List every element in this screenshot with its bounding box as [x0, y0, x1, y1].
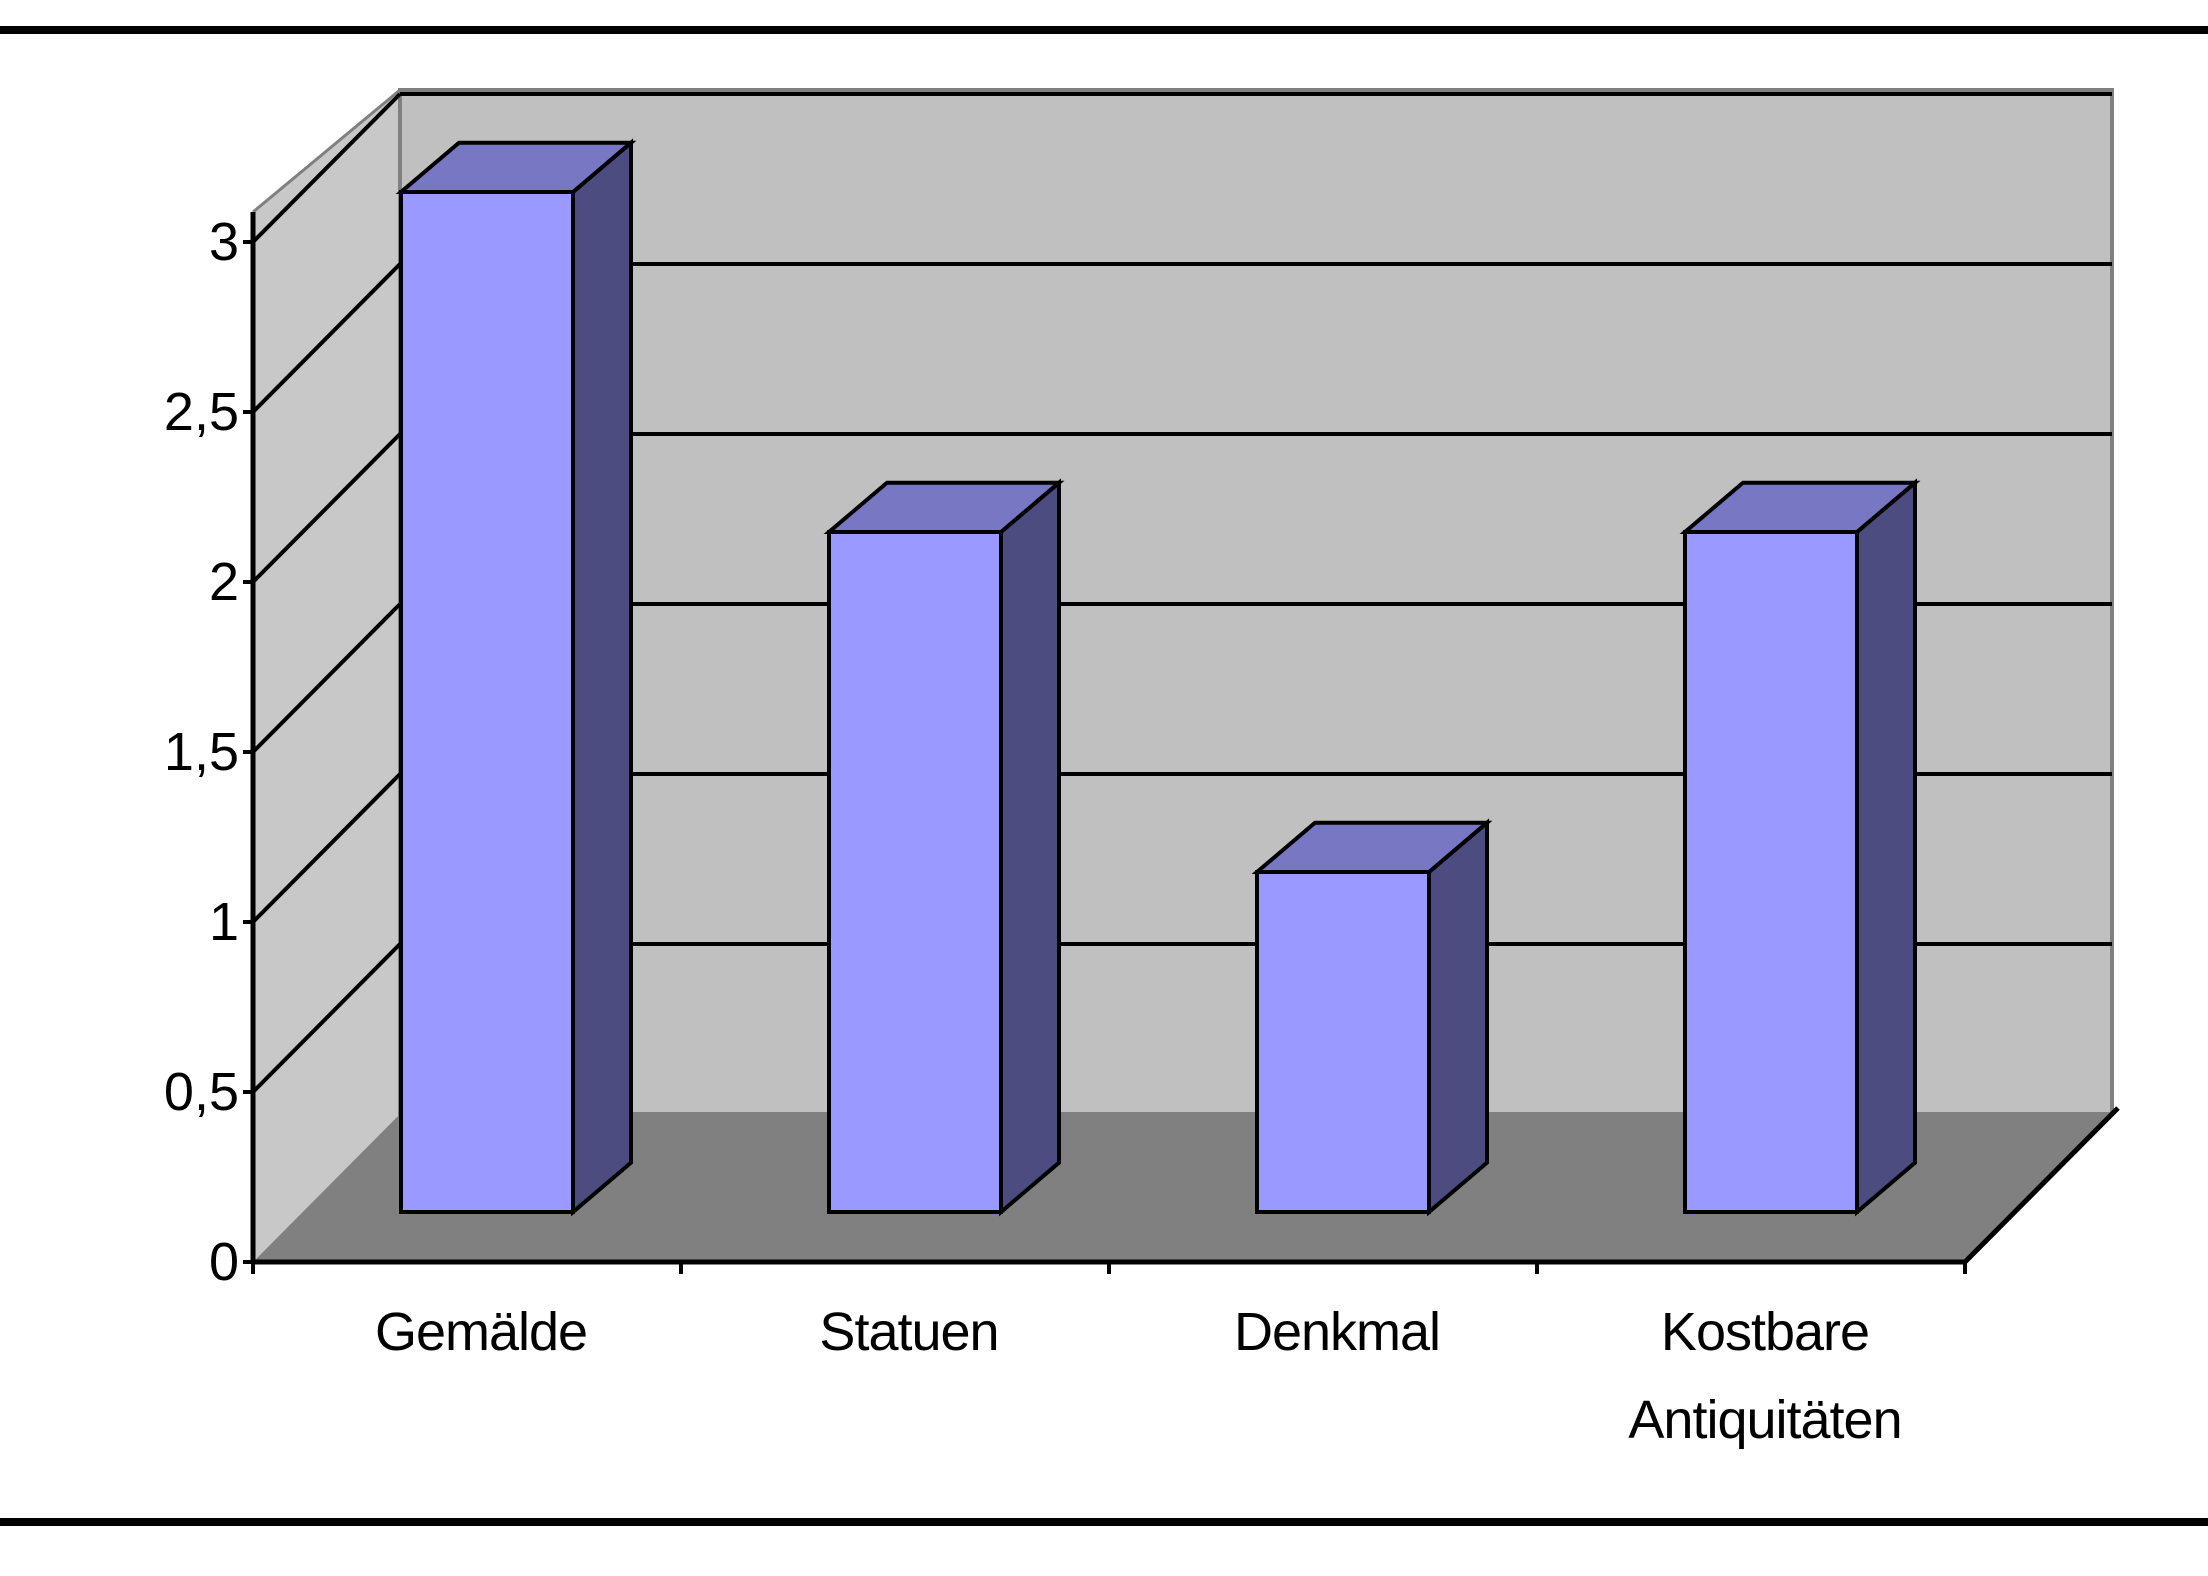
y-tick-label: 1 [209, 892, 239, 952]
bar-side [571, 138, 633, 1217]
bar-front [1255, 870, 1431, 1214]
x-category-label: Gemälde [375, 1302, 587, 1362]
y-tick-label: 3 [209, 212, 239, 272]
gridline-side [251, 772, 402, 924]
bars [395, 138, 1921, 1217]
x-category-label: Denkmal [1234, 1302, 1440, 1362]
side-wall-edge [252, 88, 401, 214]
y-tick-label: 0,5 [164, 1062, 239, 1122]
y-tick-labels: 0 0,5 1 1,5 2 2,5 3 [164, 212, 239, 1292]
gridline-side [251, 92, 402, 244]
gridline-side [251, 262, 402, 414]
y-tick-label: 2 [209, 552, 239, 612]
y-tick-label: 0 [209, 1232, 239, 1292]
bar-1 [395, 138, 637, 1217]
floor-right-edge [1963, 1106, 2120, 1264]
bar-4 [1679, 478, 1921, 1217]
x-category-label: Statuen [819, 1302, 998, 1362]
gridline-side [251, 432, 402, 584]
x-category-label: Kostbare [1661, 1302, 1869, 1362]
bar-2 [823, 478, 1065, 1217]
bar-side [1427, 818, 1489, 1217]
bar-front [399, 190, 575, 1214]
floor [253, 1114, 2112, 1262]
bar-side [1855, 478, 1917, 1217]
bar-front [1683, 530, 1859, 1214]
bar-side [999, 478, 1061, 1217]
x-tick-labels: Gemälde Statuen Denkmal Kostbare Antiquitäte… [375, 1302, 1903, 1450]
y-tick-label: 2,5 [164, 382, 239, 442]
x-category-label: Antiquitäten [1628, 1390, 1901, 1450]
bar-3 [1251, 818, 1493, 1217]
gridline-side [251, 602, 402, 754]
axes [243, 212, 2120, 1274]
gridline-side [251, 942, 402, 1094]
bar-front [827, 530, 1003, 1214]
y-tick-label: 1,5 [164, 722, 239, 782]
